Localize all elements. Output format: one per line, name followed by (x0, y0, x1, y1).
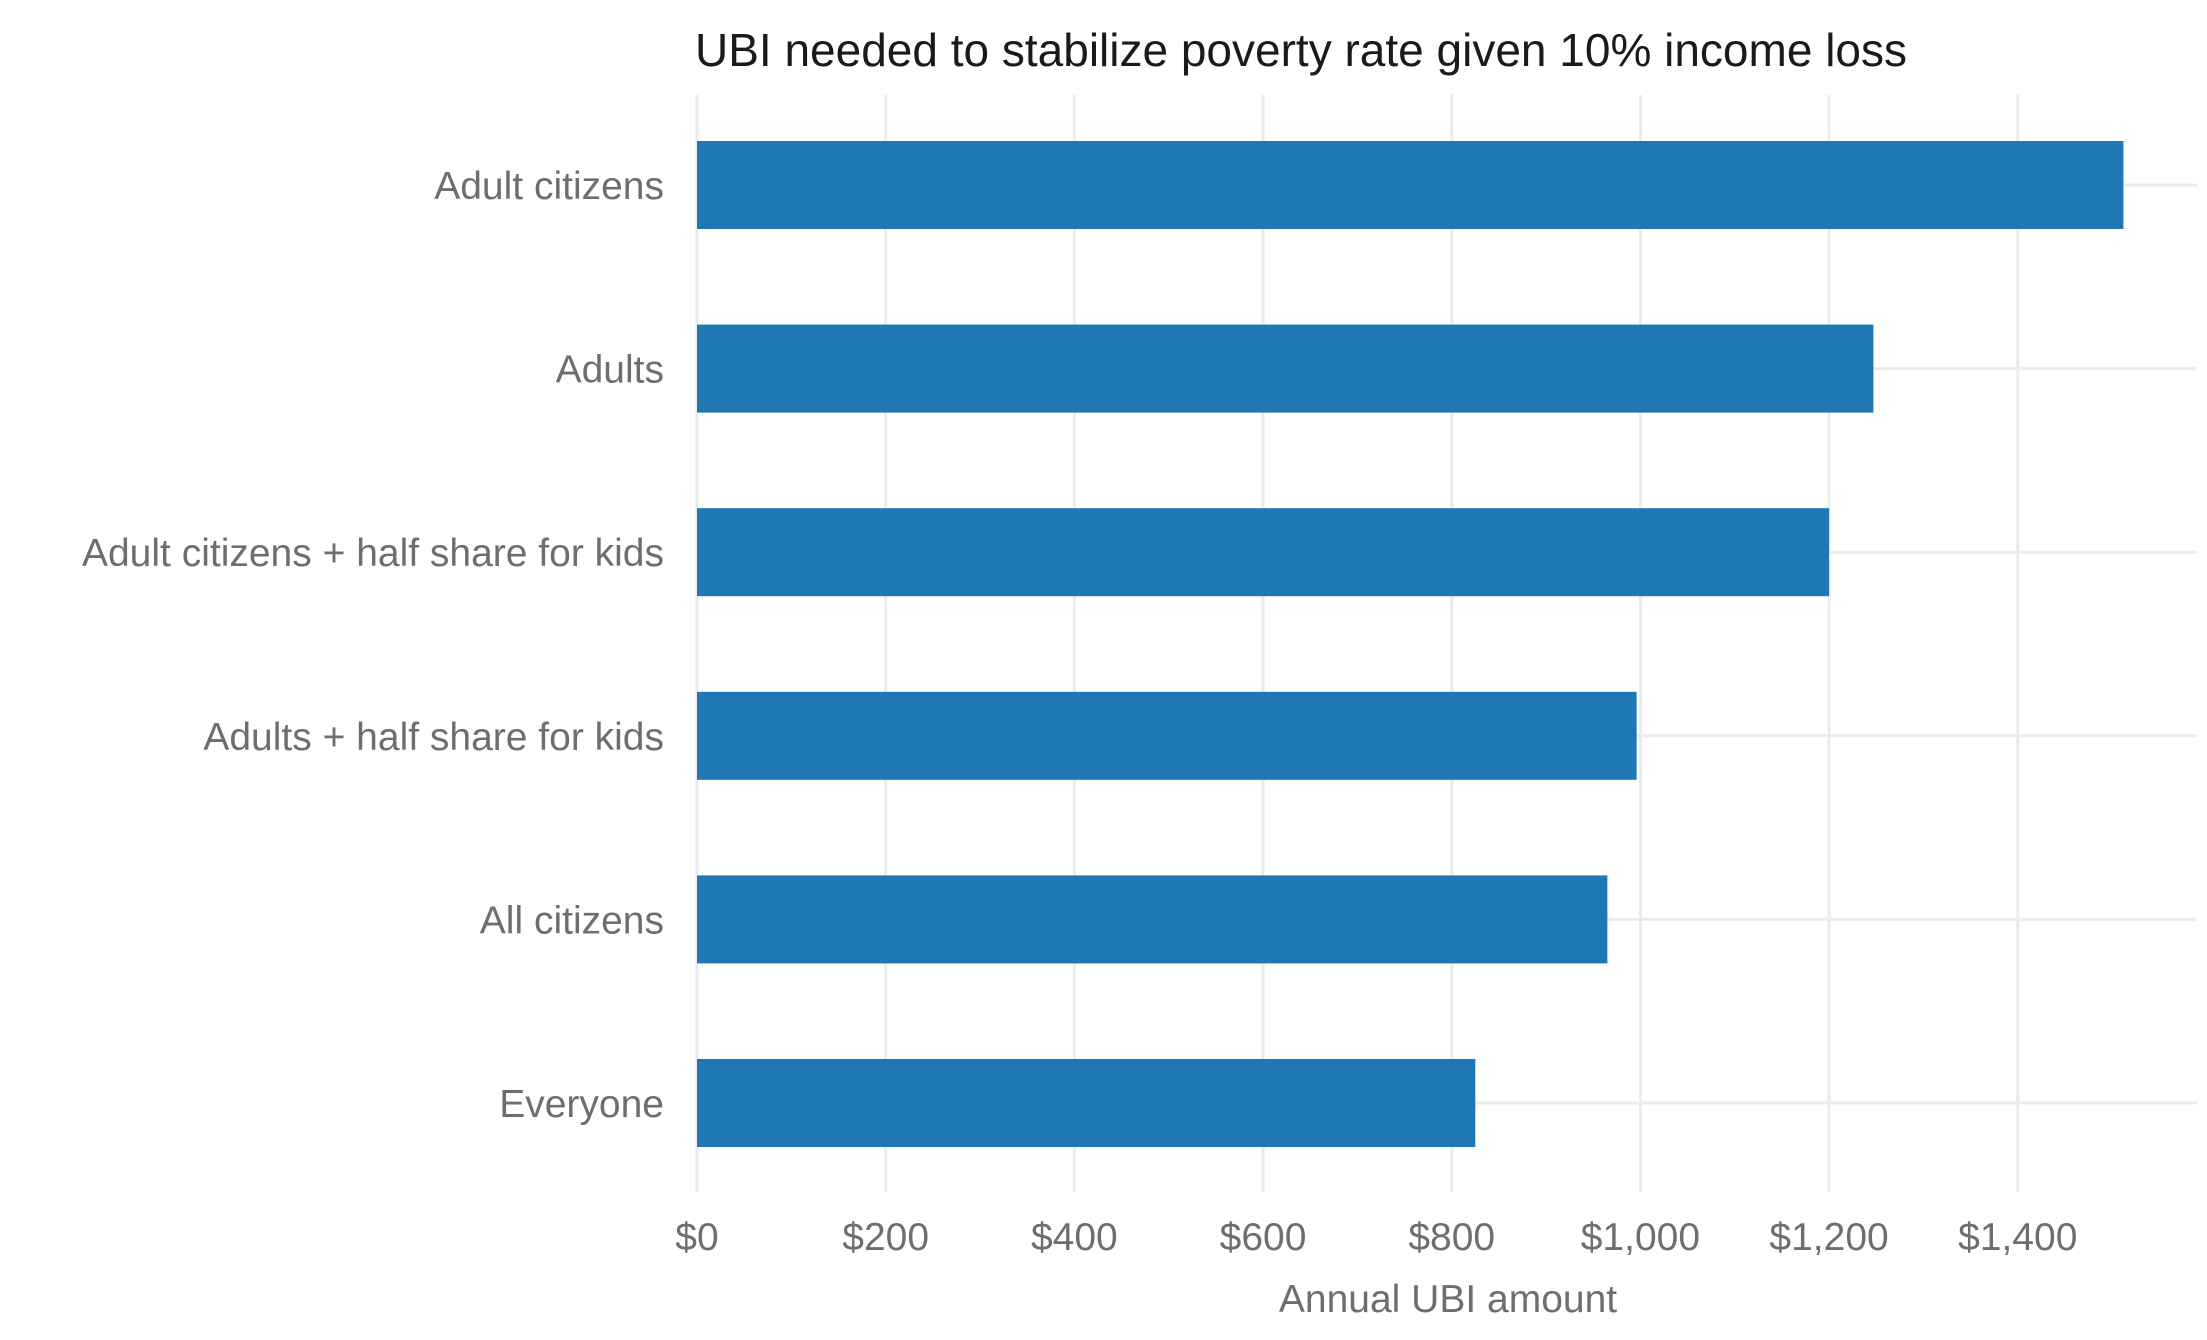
x-tick-label: $800 (1408, 1216, 1495, 1259)
x-tick-label: $1,200 (1769, 1216, 1888, 1259)
bar (697, 324, 1874, 413)
category-label: Everyone (499, 1083, 664, 1126)
bar (697, 691, 1637, 780)
x-axis-ticks: $0 $200 $400 $600 $800 $1,000 $1,200 $1,400 (675, 1216, 2077, 1259)
category-label: All citizens (480, 899, 664, 942)
x-tick-label: $1,400 (1958, 1216, 2077, 1259)
bar (697, 875, 1608, 964)
category-labels: Adult citizens Adults Adult citizens + hal… (82, 165, 664, 1126)
x-tick-label: $200 (842, 1216, 929, 1259)
chart-title: UBI needed to stabilize poverty rate giv… (695, 24, 1907, 76)
x-tick-label: $600 (1220, 1216, 1307, 1259)
bars (697, 141, 2124, 1147)
category-label: Adult citizens (434, 165, 664, 208)
x-tick-label: $400 (1031, 1216, 1118, 1259)
category-label: Adults + half share for kids (203, 716, 664, 759)
bar (697, 508, 1830, 597)
x-axis-title: Annual UBI amount (1279, 1278, 1617, 1321)
x-tick-label: $1,000 (1581, 1216, 1700, 1259)
category-label: Adult citizens + half share for kids (82, 532, 664, 575)
x-tick-label: $0 (675, 1216, 718, 1259)
bar (697, 1059, 1476, 1147)
category-label: Adults (556, 349, 664, 392)
bar (697, 141, 2124, 229)
